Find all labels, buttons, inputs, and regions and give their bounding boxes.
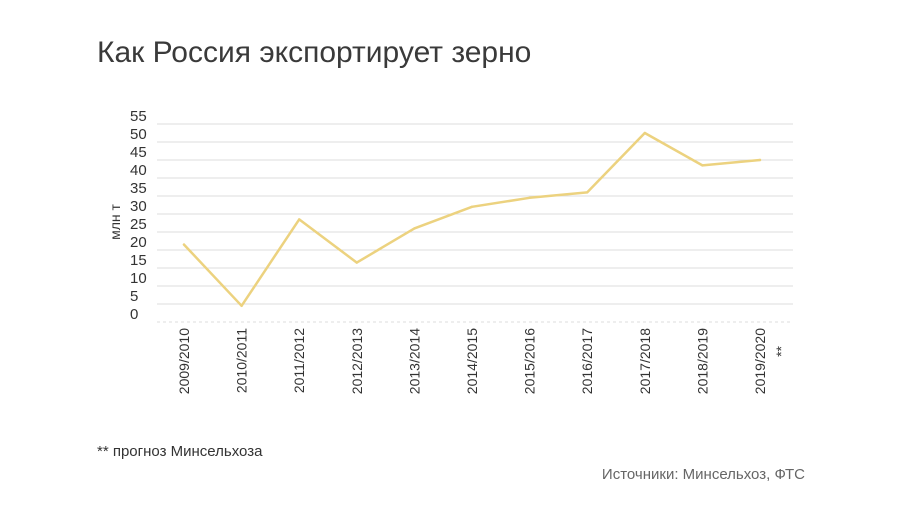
data-point bbox=[182, 243, 186, 246]
sources-note: Источники: Минсельхоз, ФТС bbox=[601, 466, 805, 483]
x-tick-label: 2009/2010 bbox=[176, 328, 192, 394]
x-tick-label: 2019/2020 bbox=[752, 328, 768, 394]
data-point bbox=[586, 191, 589, 194]
series-line bbox=[182, 131, 762, 308]
y-tick-label: 40 bbox=[130, 162, 147, 179]
series-group bbox=[182, 131, 762, 308]
data-point bbox=[413, 227, 416, 230]
x-tick-label: 2014/2015 bbox=[464, 328, 480, 394]
data-point bbox=[643, 131, 646, 135]
data-point bbox=[701, 164, 704, 167]
x-tick-label: 2017/2018 bbox=[637, 328, 653, 394]
data-point bbox=[470, 205, 474, 208]
x-tick-label: 2018/2019 bbox=[694, 328, 710, 394]
data-point bbox=[528, 196, 531, 199]
x-tick-label: 2016/2017 bbox=[579, 328, 595, 394]
x-tick-label: 2013/2014 bbox=[406, 328, 422, 394]
y-tick-label: 55 bbox=[130, 108, 147, 125]
x-tick-label: 2015/2016 bbox=[522, 328, 538, 394]
x-axis-ticks: 2009/2010 2010/2011 2011/2012 2012/2013 2013… bbox=[176, 328, 789, 394]
footnote: ** прогноз Минсельхоза bbox=[97, 443, 263, 460]
y-axis-label: млн т bbox=[107, 203, 123, 239]
data-point bbox=[758, 158, 762, 162]
y-tick-label: 25 bbox=[130, 216, 147, 233]
y-tick-label: 20 bbox=[130, 234, 147, 251]
x-tick-label: 2010/2011 bbox=[234, 328, 250, 393]
data-point bbox=[240, 304, 243, 307]
chart-title: Как Россия экспортирует зерно bbox=[97, 36, 532, 69]
y-tick-label: 15 bbox=[130, 252, 147, 269]
y-tick-label: 5 bbox=[130, 288, 138, 305]
gridlines bbox=[157, 123, 793, 323]
forecast-marker: ** bbox=[773, 345, 789, 356]
x-tick-label: 2012/2013 bbox=[349, 328, 365, 394]
data-point bbox=[355, 261, 358, 264]
y-tick-label: 0 bbox=[130, 306, 138, 323]
y-tick-label: 50 bbox=[130, 126, 147, 143]
x-tick-label: 2011/2012 bbox=[291, 328, 307, 393]
y-tick-label: 30 bbox=[130, 198, 147, 215]
y-tick-label: 45 bbox=[130, 144, 147, 161]
y-tick-label: 35 bbox=[130, 180, 147, 197]
data-point bbox=[298, 218, 301, 221]
y-tick-label: 10 bbox=[130, 270, 147, 287]
